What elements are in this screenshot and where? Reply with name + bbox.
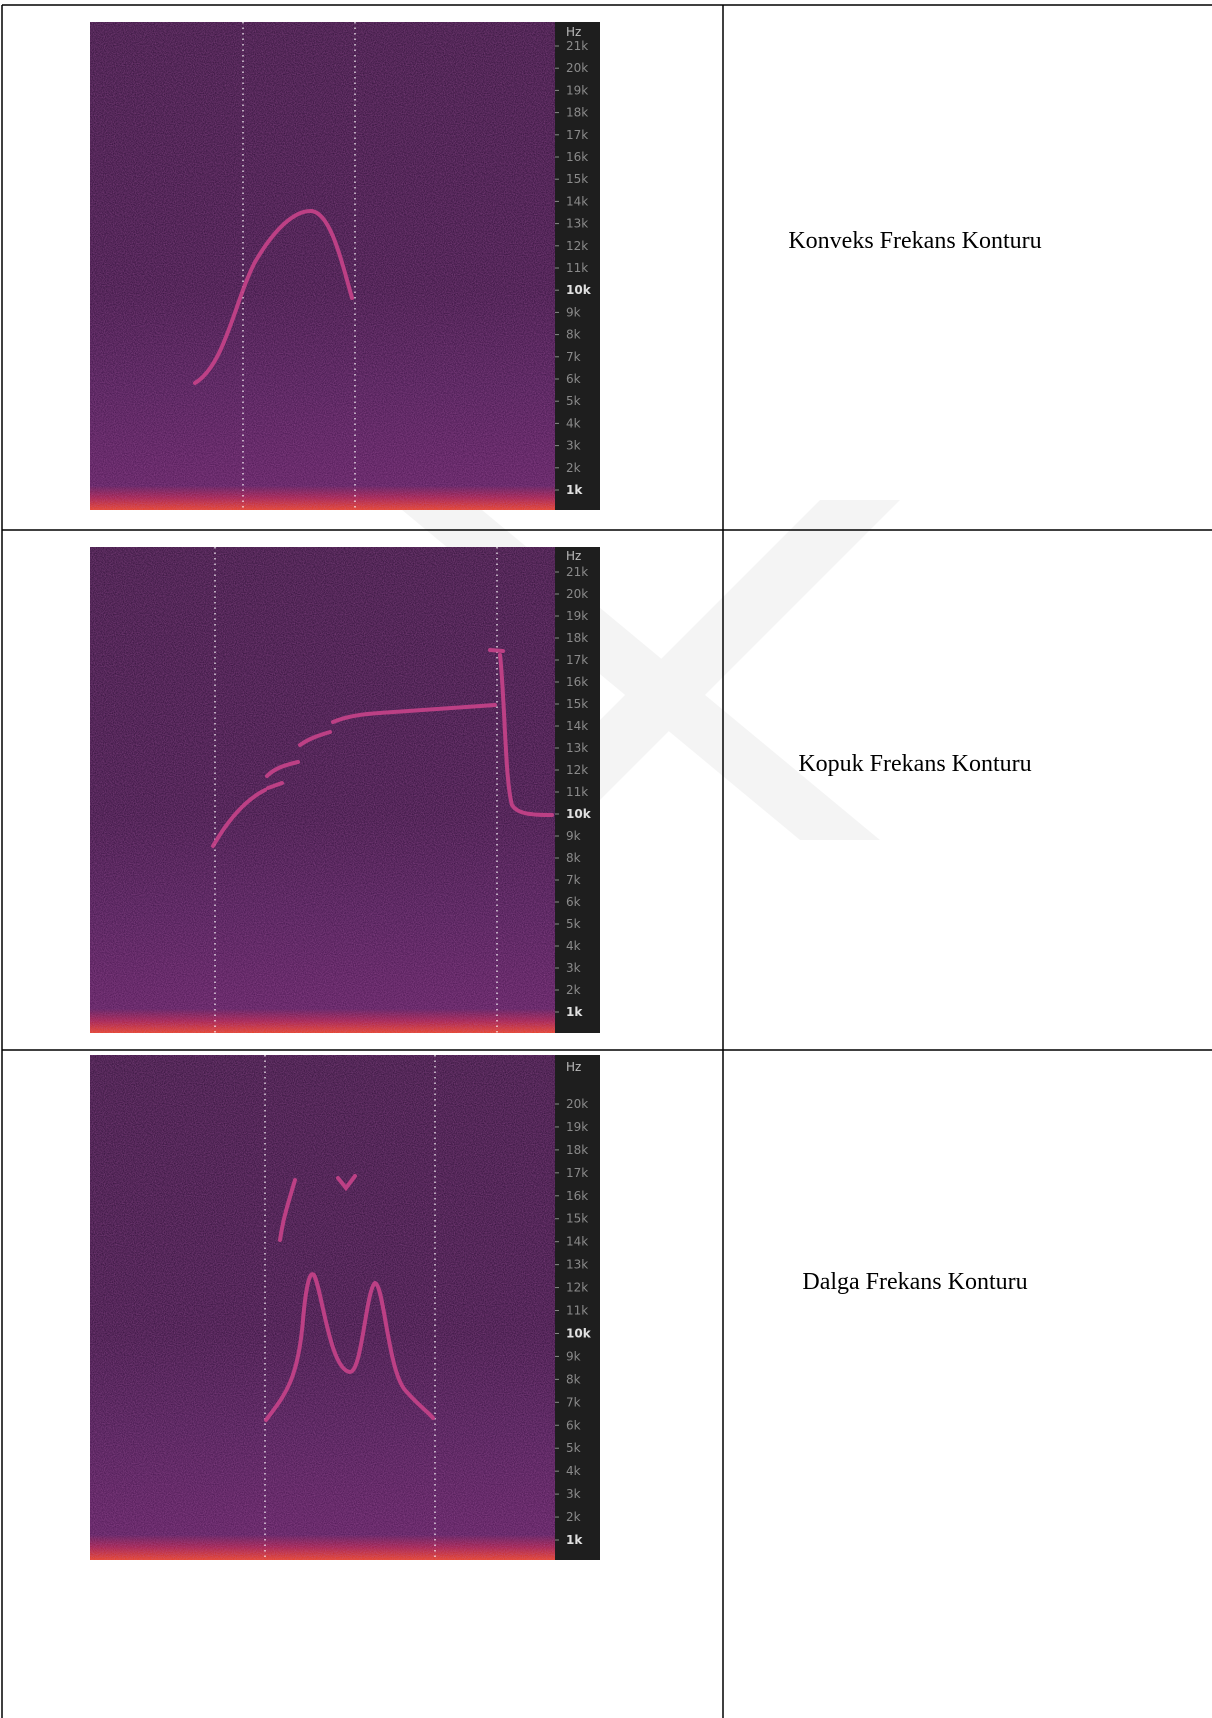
axis-label: 2k <box>566 1510 581 1524</box>
axis-label: 10k <box>566 1326 592 1340</box>
axis-label: 6k <box>566 1418 581 1432</box>
axis-label: 3k <box>566 439 581 453</box>
axis-label: 17k <box>566 128 588 142</box>
axis-label: 9k <box>566 829 581 843</box>
axis-label: 2k <box>566 983 581 997</box>
spectrogram-noise <box>90 547 555 1033</box>
contour-label: Kopuk Frekans Konturu <box>798 751 1031 777</box>
axis-label: 7k <box>566 873 581 887</box>
axis-label: 10k <box>566 807 592 821</box>
axis-label: 21k <box>566 565 588 579</box>
spectrogram: Hz 21k 20k 19k 18k 17k 16k 15k 14k 13k 12k 11k 10k 9k… <box>90 547 600 1033</box>
axis-label: 20k <box>566 61 588 75</box>
axis-label: 20k <box>566 587 588 601</box>
axis-label: 5k <box>566 1441 581 1455</box>
axis-label: 19k <box>566 609 588 623</box>
axis-label: 19k <box>566 83 588 97</box>
axis-label: 15k <box>566 1212 588 1226</box>
contour-label: Konveks Frekans Konturu <box>788 228 1041 254</box>
axis-label: 16k <box>566 675 588 689</box>
axis-label: 14k <box>566 1235 588 1249</box>
table-row: Hz 20k 19k 18k 17k 16k 15k 14k 13k 12k 11k 10k 9k 8k 7… <box>90 1055 1028 1560</box>
axis-label: 1k <box>566 483 583 497</box>
axis-label: 1k <box>566 1005 583 1019</box>
spectrogram: Hz 20k 19k 18k 17k 16k 15k 14k 13k 12k 11k 10k 9k 8k 7… <box>90 1055 600 1560</box>
axis-label: 20k <box>566 1097 588 1111</box>
axis-label: 6k <box>566 895 581 909</box>
axis-label: 18k <box>566 631 588 645</box>
axis-label: 16k <box>566 150 588 164</box>
document: Hz21k20k19k18k17k16k15k14k13k12k11k10k9k… <box>0 0 1212 1718</box>
axis-label: 15k <box>566 697 588 711</box>
axis-label: 4k <box>566 939 581 953</box>
axis-label: 17k <box>566 1166 588 1180</box>
axis-label: 11k <box>566 785 588 799</box>
frequency-contour <box>490 650 503 651</box>
table-row: Hz 21k 20k 19k 18k 17k 16k 15k 14k 13k 12k 11k 10k 9k… <box>90 547 1032 1033</box>
spectrogram-noise <box>90 22 555 510</box>
axis-label: 6k <box>566 372 581 386</box>
axis-label: Hz <box>566 549 581 563</box>
axis-label: 12k <box>566 1281 588 1295</box>
axis-label: 8k <box>566 328 581 342</box>
axis-label: 1k <box>566 1533 583 1547</box>
axis-label: 18k <box>566 106 588 120</box>
axis-label: 4k <box>566 1464 581 1478</box>
axis-label: 5k <box>566 394 581 408</box>
axis-label: 5k <box>566 917 581 931</box>
axis-label: 2k <box>566 461 581 475</box>
axis-label: 10k <box>566 283 592 297</box>
axis-label: 11k <box>566 261 588 275</box>
axis-label: 16k <box>566 1189 588 1203</box>
axis-label: 3k <box>566 961 581 975</box>
axis-label: 12k <box>566 239 588 253</box>
axis-label: 15k <box>566 172 588 186</box>
axis-label: 14k <box>566 194 588 208</box>
axis-label: 9k <box>566 1349 581 1363</box>
axis-label: 13k <box>566 1258 588 1272</box>
axis-label: Hz <box>566 1060 581 1074</box>
axis-label: 4k <box>566 416 581 430</box>
axis-label: 11k <box>566 1304 588 1318</box>
axis-label: 7k <box>566 350 581 364</box>
axis-label: 12k <box>566 763 588 777</box>
axis-label: 18k <box>566 1143 588 1157</box>
axis-label: 13k <box>566 217 588 231</box>
axis-label: 13k <box>566 741 588 755</box>
axis-label: 7k <box>566 1395 581 1409</box>
table-rows: Hz21k20k19k18k17k16k15k14k13k12k11k10k9k… <box>90 22 1042 1560</box>
axis-label: Hz <box>566 25 581 39</box>
axis-label: 21k <box>566 39 588 53</box>
axis-label: 3k <box>566 1487 581 1501</box>
axis-label: 9k <box>566 305 581 319</box>
axis-label: 17k <box>566 653 588 667</box>
axis-label: 14k <box>566 719 588 733</box>
contour-label: Dalga Frekans Konturu <box>802 1269 1027 1295</box>
axis-label: 8k <box>566 1372 581 1386</box>
axis-label: 19k <box>566 1120 588 1134</box>
axis-label: 8k <box>566 851 581 865</box>
